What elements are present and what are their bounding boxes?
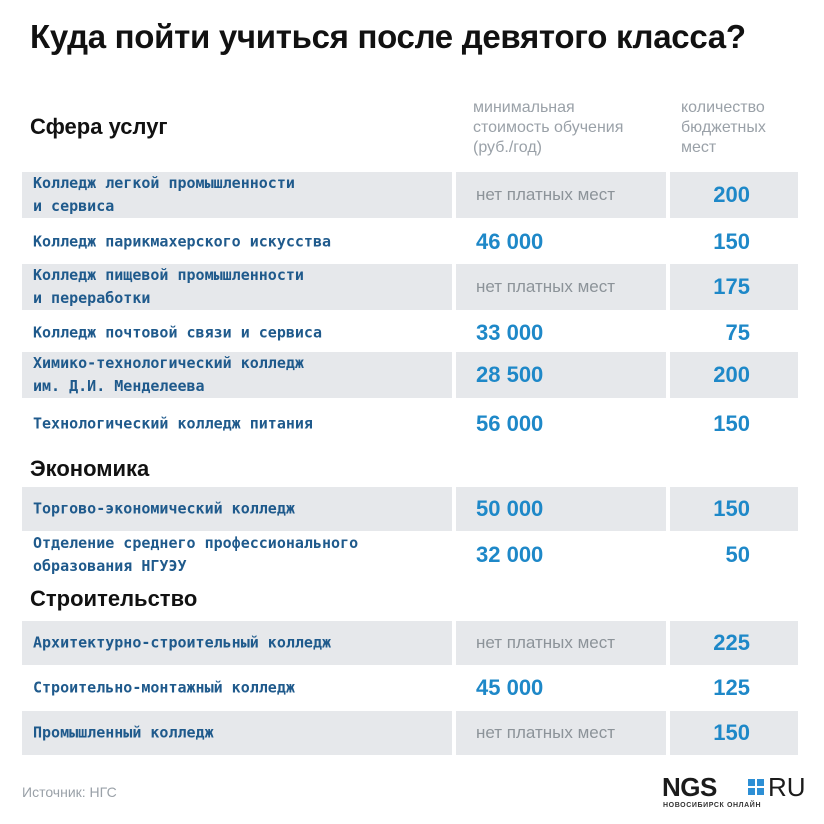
price-value: нет платных мест bbox=[476, 633, 616, 652]
logo-ru-text: RU bbox=[768, 772, 806, 802]
college-name: Строительно-монтажный колледж bbox=[33, 678, 295, 697]
college-name: Отделение среднего профессионального обр… bbox=[33, 534, 359, 575]
college-name: Колледж пищевой промышленности и перераб… bbox=[33, 266, 304, 307]
source-note: Источник: НГС bbox=[22, 784, 117, 800]
seats-value: 150 bbox=[713, 496, 750, 521]
section-title-economics: Экономика bbox=[30, 456, 150, 481]
table-row: Строительно-монтажный колледж 45 000 125 bbox=[22, 666, 798, 710]
section-title-construction: Строительство bbox=[30, 586, 198, 611]
table-row: Технологический колледж питания 56 000 1… bbox=[22, 402, 798, 446]
logo-main-text: NGS bbox=[662, 772, 717, 802]
table-row: Химико-технологический колледж им. Д.И. … bbox=[22, 352, 798, 398]
seats-value: 200 bbox=[713, 362, 750, 387]
table-row: Промышленный колледж нет платных мест 15… bbox=[22, 711, 798, 755]
seats-value: 225 bbox=[713, 630, 750, 655]
price-value: нет платных мест bbox=[476, 723, 616, 742]
price-value: 46 000 bbox=[476, 229, 544, 254]
price-value: 50 000 bbox=[476, 496, 544, 521]
college-name: Технологический колледж питания bbox=[33, 414, 313, 433]
seats-value: 175 bbox=[713, 274, 750, 299]
price-value: 32 000 bbox=[476, 542, 544, 567]
price-value: 45 000 bbox=[476, 675, 544, 700]
table-row: Колледж легкой промышленности и сервиса … bbox=[22, 172, 798, 218]
price-value: нет платных мест bbox=[476, 185, 616, 204]
table-row: Отделение среднего профессионального обр… bbox=[22, 532, 798, 578]
college-name: Колледж легкой промышленности и сервиса bbox=[33, 174, 295, 215]
column-header-price: минимальная стоимость обучения (руб./год… bbox=[473, 99, 624, 156]
seats-value: 200 bbox=[713, 182, 750, 207]
seats-value: 75 bbox=[725, 320, 750, 345]
seats-value: 50 bbox=[725, 542, 750, 567]
table-row: Колледж почтовой связи и сервиса 33 000 … bbox=[22, 312, 798, 354]
logo-square-icon bbox=[748, 779, 764, 795]
table-row: Колледж пищевой промышленности и перераб… bbox=[22, 264, 798, 310]
college-name: Колледж парикмахерского искусства bbox=[33, 232, 332, 251]
logo-subtitle: НОВОСИБИРСК ОНЛАЙН bbox=[663, 802, 762, 809]
column-header-seats: количество бюджетных мест bbox=[681, 99, 766, 156]
table-row: Архитектурно-строительный колледж нет пл… bbox=[22, 621, 798, 665]
price-value: 56 000 bbox=[476, 411, 544, 436]
page-title: Куда пойти учиться после девятого класса… bbox=[30, 18, 746, 55]
seats-value: 150 bbox=[713, 720, 750, 745]
college-name: Колледж почтовой связи и сервиса bbox=[33, 323, 322, 342]
ngs-logo: NGS RU НОВОСИБИРСК ОНЛАЙН bbox=[662, 774, 812, 814]
price-value: 33 000 bbox=[476, 320, 544, 345]
price-value: 28 500 bbox=[476, 362, 544, 387]
section-title-services: Сфера услуг bbox=[30, 114, 168, 139]
price-value: нет платных мест bbox=[476, 277, 616, 296]
seats-value: 125 bbox=[713, 675, 750, 700]
college-name: Промышленный колледж bbox=[33, 723, 214, 742]
college-name: Химико-технологический колледж им. Д.И. … bbox=[33, 354, 304, 395]
seats-value: 150 bbox=[713, 229, 750, 254]
seats-value: 150 bbox=[713, 411, 750, 436]
college-name: Торгово-экономический колледж bbox=[33, 499, 295, 518]
college-name: Архитектурно-строительный колледж bbox=[33, 633, 332, 652]
table-row: Колледж парикмахерского искусства 46 000… bbox=[22, 221, 798, 263]
table-row: Торгово-экономический колледж 50 000 150 bbox=[22, 487, 798, 531]
